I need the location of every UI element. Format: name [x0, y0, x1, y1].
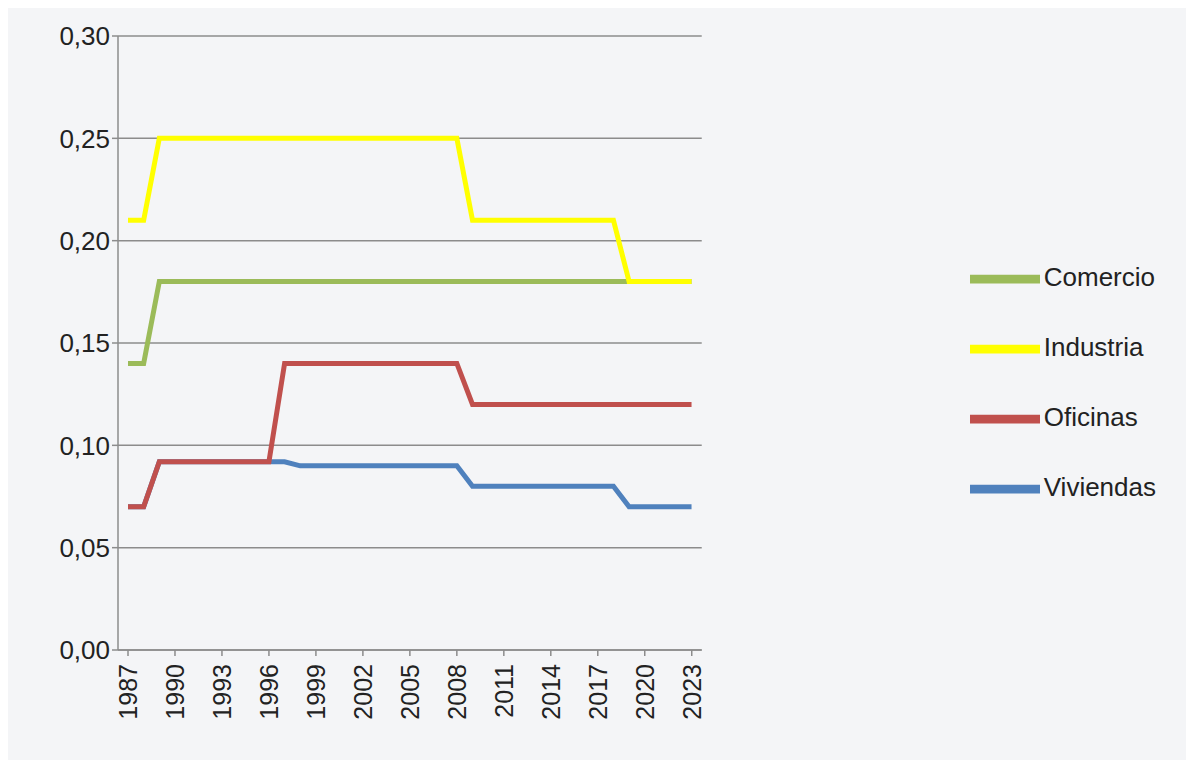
svg-text:0,05: 0,05: [59, 533, 110, 563]
svg-text:2014: 2014: [537, 664, 565, 720]
svg-text:0,00: 0,00: [59, 635, 110, 665]
svg-text:2008: 2008: [443, 664, 471, 720]
svg-text:2002: 2002: [349, 664, 377, 720]
svg-text:0,10: 0,10: [59, 431, 110, 461]
svg-text:0,20: 0,20: [59, 226, 110, 256]
svg-text:0,25: 0,25: [59, 124, 110, 154]
svg-text:1996: 1996: [255, 664, 283, 720]
html-text:Viviendas: Viviendas: [1043, 471, 1156, 502]
html-text:Comercio: Comercio: [1043, 261, 1155, 292]
html-text:Industria: Industria: [1043, 331, 1144, 362]
svg-text:2011: 2011: [490, 664, 518, 718]
svg-text:1999: 1999: [302, 664, 330, 720]
svg-text:1990: 1990: [161, 664, 189, 720]
svg-text:2017: 2017: [584, 664, 612, 720]
svg-text:2020: 2020: [631, 664, 659, 720]
svg-text:1987: 1987: [114, 664, 142, 720]
svg-text:2023: 2023: [678, 664, 706, 720]
svg-text:2005: 2005: [396, 664, 424, 720]
svg-text:0,15: 0,15: [59, 328, 110, 358]
svg-text:0,30: 0,30: [59, 21, 110, 51]
html-text:Oficinas: Oficinas: [1043, 401, 1138, 432]
svg-text:1993: 1993: [208, 664, 236, 720]
